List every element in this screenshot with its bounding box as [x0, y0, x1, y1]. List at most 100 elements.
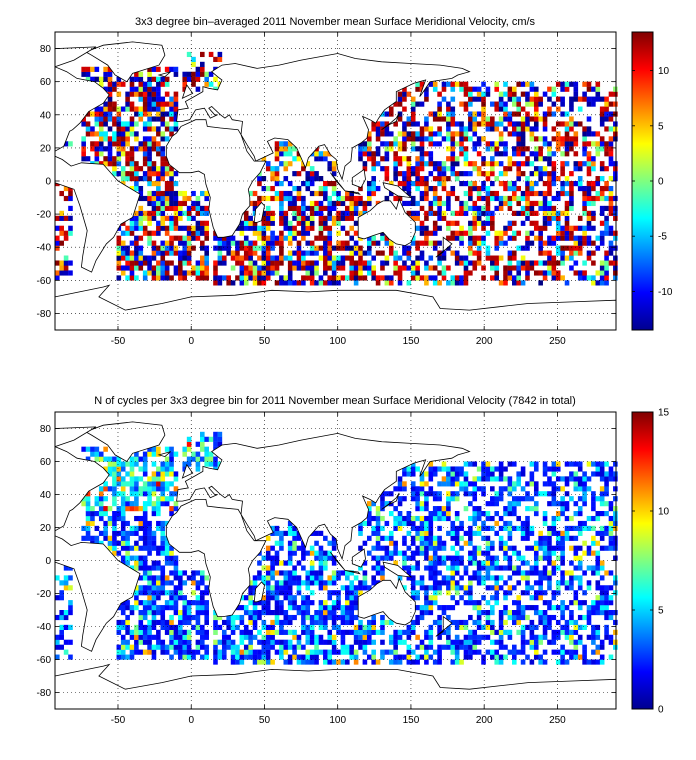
- bin-cell: [507, 491, 513, 497]
- x-tick-label: 50: [259, 715, 271, 726]
- bin-cell: [529, 629, 535, 635]
- bin-cell: [490, 126, 495, 132]
- bin-cell: [191, 200, 196, 207]
- bin-cell: [164, 166, 170, 172]
- bin-cell: [252, 280, 258, 286]
- bin-cell: [560, 111, 565, 117]
- bin-cell: [283, 530, 289, 536]
- bin-cell: [560, 654, 565, 660]
- bin-cell: [120, 255, 126, 261]
- bin-cell: [305, 649, 311, 655]
- bin-cell: [243, 240, 249, 246]
- coastline: [54, 445, 110, 532]
- bin-cell: [463, 91, 469, 97]
- bin-cell: [547, 481, 552, 487]
- bin-cell: [265, 550, 271, 556]
- bin-cell: [547, 146, 552, 152]
- bin-cell: [573, 461, 579, 467]
- bin-cell: [204, 575, 209, 581]
- bin-cell: [599, 530, 605, 536]
- bin-cell: [498, 461, 504, 467]
- bin-cell: [520, 141, 526, 147]
- bin-cell: [419, 520, 425, 527]
- bin-cell: [274, 605, 280, 611]
- bin-cell: [476, 205, 482, 211]
- bin-cell: [472, 225, 478, 231]
- bin-cell: [485, 185, 491, 192]
- bin-cell: [613, 555, 618, 561]
- bin-cell: [573, 225, 579, 231]
- bin-cell: [248, 270, 253, 276]
- bin-cell: [494, 190, 500, 197]
- bin-cell: [129, 476, 135, 482]
- bin-cell: [107, 156, 113, 162]
- bin-cell: [608, 614, 614, 621]
- bin-cell: [410, 575, 416, 581]
- bin-cell: [98, 76, 104, 82]
- bin-cell: [147, 535, 152, 541]
- bin-cell: [59, 190, 64, 197]
- bin-cell: [107, 151, 113, 157]
- bin-cell: [305, 610, 311, 616]
- bin-cell: [239, 629, 245, 635]
- bin-cell: [397, 270, 403, 276]
- bin-cell: [410, 565, 416, 571]
- bin-cell: [125, 230, 130, 236]
- bin-cell: [472, 126, 478, 132]
- bin-cell: [186, 441, 192, 447]
- bin-cell: [494, 141, 500, 147]
- bin-cell: [551, 466, 557, 472]
- bin-cell: [613, 235, 618, 241]
- bin-cell: [349, 610, 355, 616]
- bin-cell: [415, 595, 420, 601]
- bin-cell: [270, 245, 275, 251]
- bin-cell: [156, 116, 161, 122]
- bin-cell: [402, 171, 407, 177]
- bin-cell: [516, 81, 521, 87]
- bin-cell: [577, 614, 583, 621]
- bin-cell: [520, 605, 526, 611]
- bin-cell: [441, 215, 447, 221]
- bin-cell: [476, 649, 482, 655]
- bin-cell: [314, 644, 319, 650]
- bin-cell: [186, 634, 192, 640]
- bin-cell: [380, 275, 385, 281]
- bin-cell: [441, 515, 447, 522]
- bin-cell: [331, 575, 337, 581]
- bin-cell: [494, 575, 500, 581]
- bin-cell: [525, 116, 530, 122]
- bin-cell: [142, 535, 148, 541]
- bin-cell: [560, 496, 565, 502]
- bin-cell: [494, 176, 500, 182]
- bin-cell: [577, 575, 583, 581]
- bin-cell: [120, 151, 126, 157]
- bin-cell: [582, 260, 587, 266]
- bin-cell: [555, 230, 561, 236]
- bin-cell: [446, 585, 451, 591]
- bin-cell: [406, 250, 412, 256]
- bin-cell: [331, 619, 337, 626]
- bin-cell: [336, 629, 341, 635]
- bin-cell: [498, 634, 504, 640]
- bin-cell: [340, 210, 346, 216]
- bin-cell: [134, 240, 139, 246]
- bin-cell: [151, 535, 157, 541]
- bin-cell: [547, 250, 552, 256]
- bin-cell: [564, 245, 570, 251]
- bin-cell: [533, 166, 539, 172]
- bin-cell: [274, 151, 280, 157]
- bin-cell: [397, 161, 403, 167]
- bin-cell: [327, 210, 333, 216]
- bin-cell: [265, 565, 271, 571]
- bin-cell: [309, 265, 315, 271]
- bin-cell: [178, 654, 183, 660]
- bin-cell: [424, 240, 429, 246]
- bin-cell: [582, 81, 587, 87]
- bin-cell: [305, 225, 311, 231]
- bin-cell: [564, 121, 570, 127]
- bin-cell: [156, 66, 161, 72]
- bin-cell: [314, 151, 319, 157]
- bin-cell: [248, 639, 253, 645]
- bin-cell: [419, 205, 425, 211]
- bin-cell: [503, 644, 508, 650]
